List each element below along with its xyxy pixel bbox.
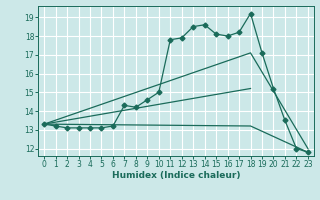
X-axis label: Humidex (Indice chaleur): Humidex (Indice chaleur) xyxy=(112,171,240,180)
